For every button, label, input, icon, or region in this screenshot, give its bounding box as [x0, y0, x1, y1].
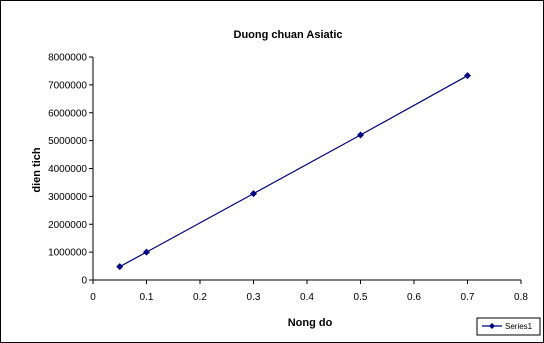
x-tick-label: 0.7 [461, 292, 475, 303]
y-tick-label: 7000000 [48, 80, 87, 91]
y-tick-label: 2000000 [48, 220, 87, 231]
x-tick-label: 0.5 [354, 292, 368, 303]
series-line [119, 75, 468, 268]
y-tick-label: 4000000 [48, 164, 87, 175]
x-tick-label: 0 [90, 292, 96, 303]
legend: Series1 [476, 317, 541, 336]
x-tick-label: 0.6 [407, 292, 421, 303]
x-tick-label: 0.1 [140, 292, 154, 303]
y-tick-label: 3000000 [48, 192, 87, 203]
y-tick-label: 0 [81, 276, 87, 287]
plot-area: 0 1000000 2000000 3000000 4000000 5000000 6000… [48, 53, 528, 304]
x-tick-label: 0.8 [514, 292, 528, 303]
data-point [143, 248, 150, 256]
x-tick-label: 0.2 [193, 292, 207, 303]
y-tick-label: 1000000 [48, 248, 87, 259]
x-tick-label: 0.4 [300, 292, 314, 303]
y-tick-label: 6000000 [48, 108, 87, 119]
data-point [357, 131, 364, 139]
legend-label: Series1 [505, 322, 533, 331]
x-tick-label: 0.3 [247, 292, 261, 303]
data-point [464, 72, 471, 80]
legend-marker [489, 323, 495, 329]
chart-title: Duong chuan Asiatic [234, 29, 343, 41]
x-axis-title: Nong do [288, 317, 333, 329]
y-tick-label: 5000000 [48, 136, 87, 147]
legend-box [476, 317, 541, 336]
data-point [250, 190, 257, 198]
y-tick-label: 8000000 [48, 53, 87, 64]
y-axis-title: dien tich [31, 147, 43, 193]
data-point [116, 263, 124, 271]
